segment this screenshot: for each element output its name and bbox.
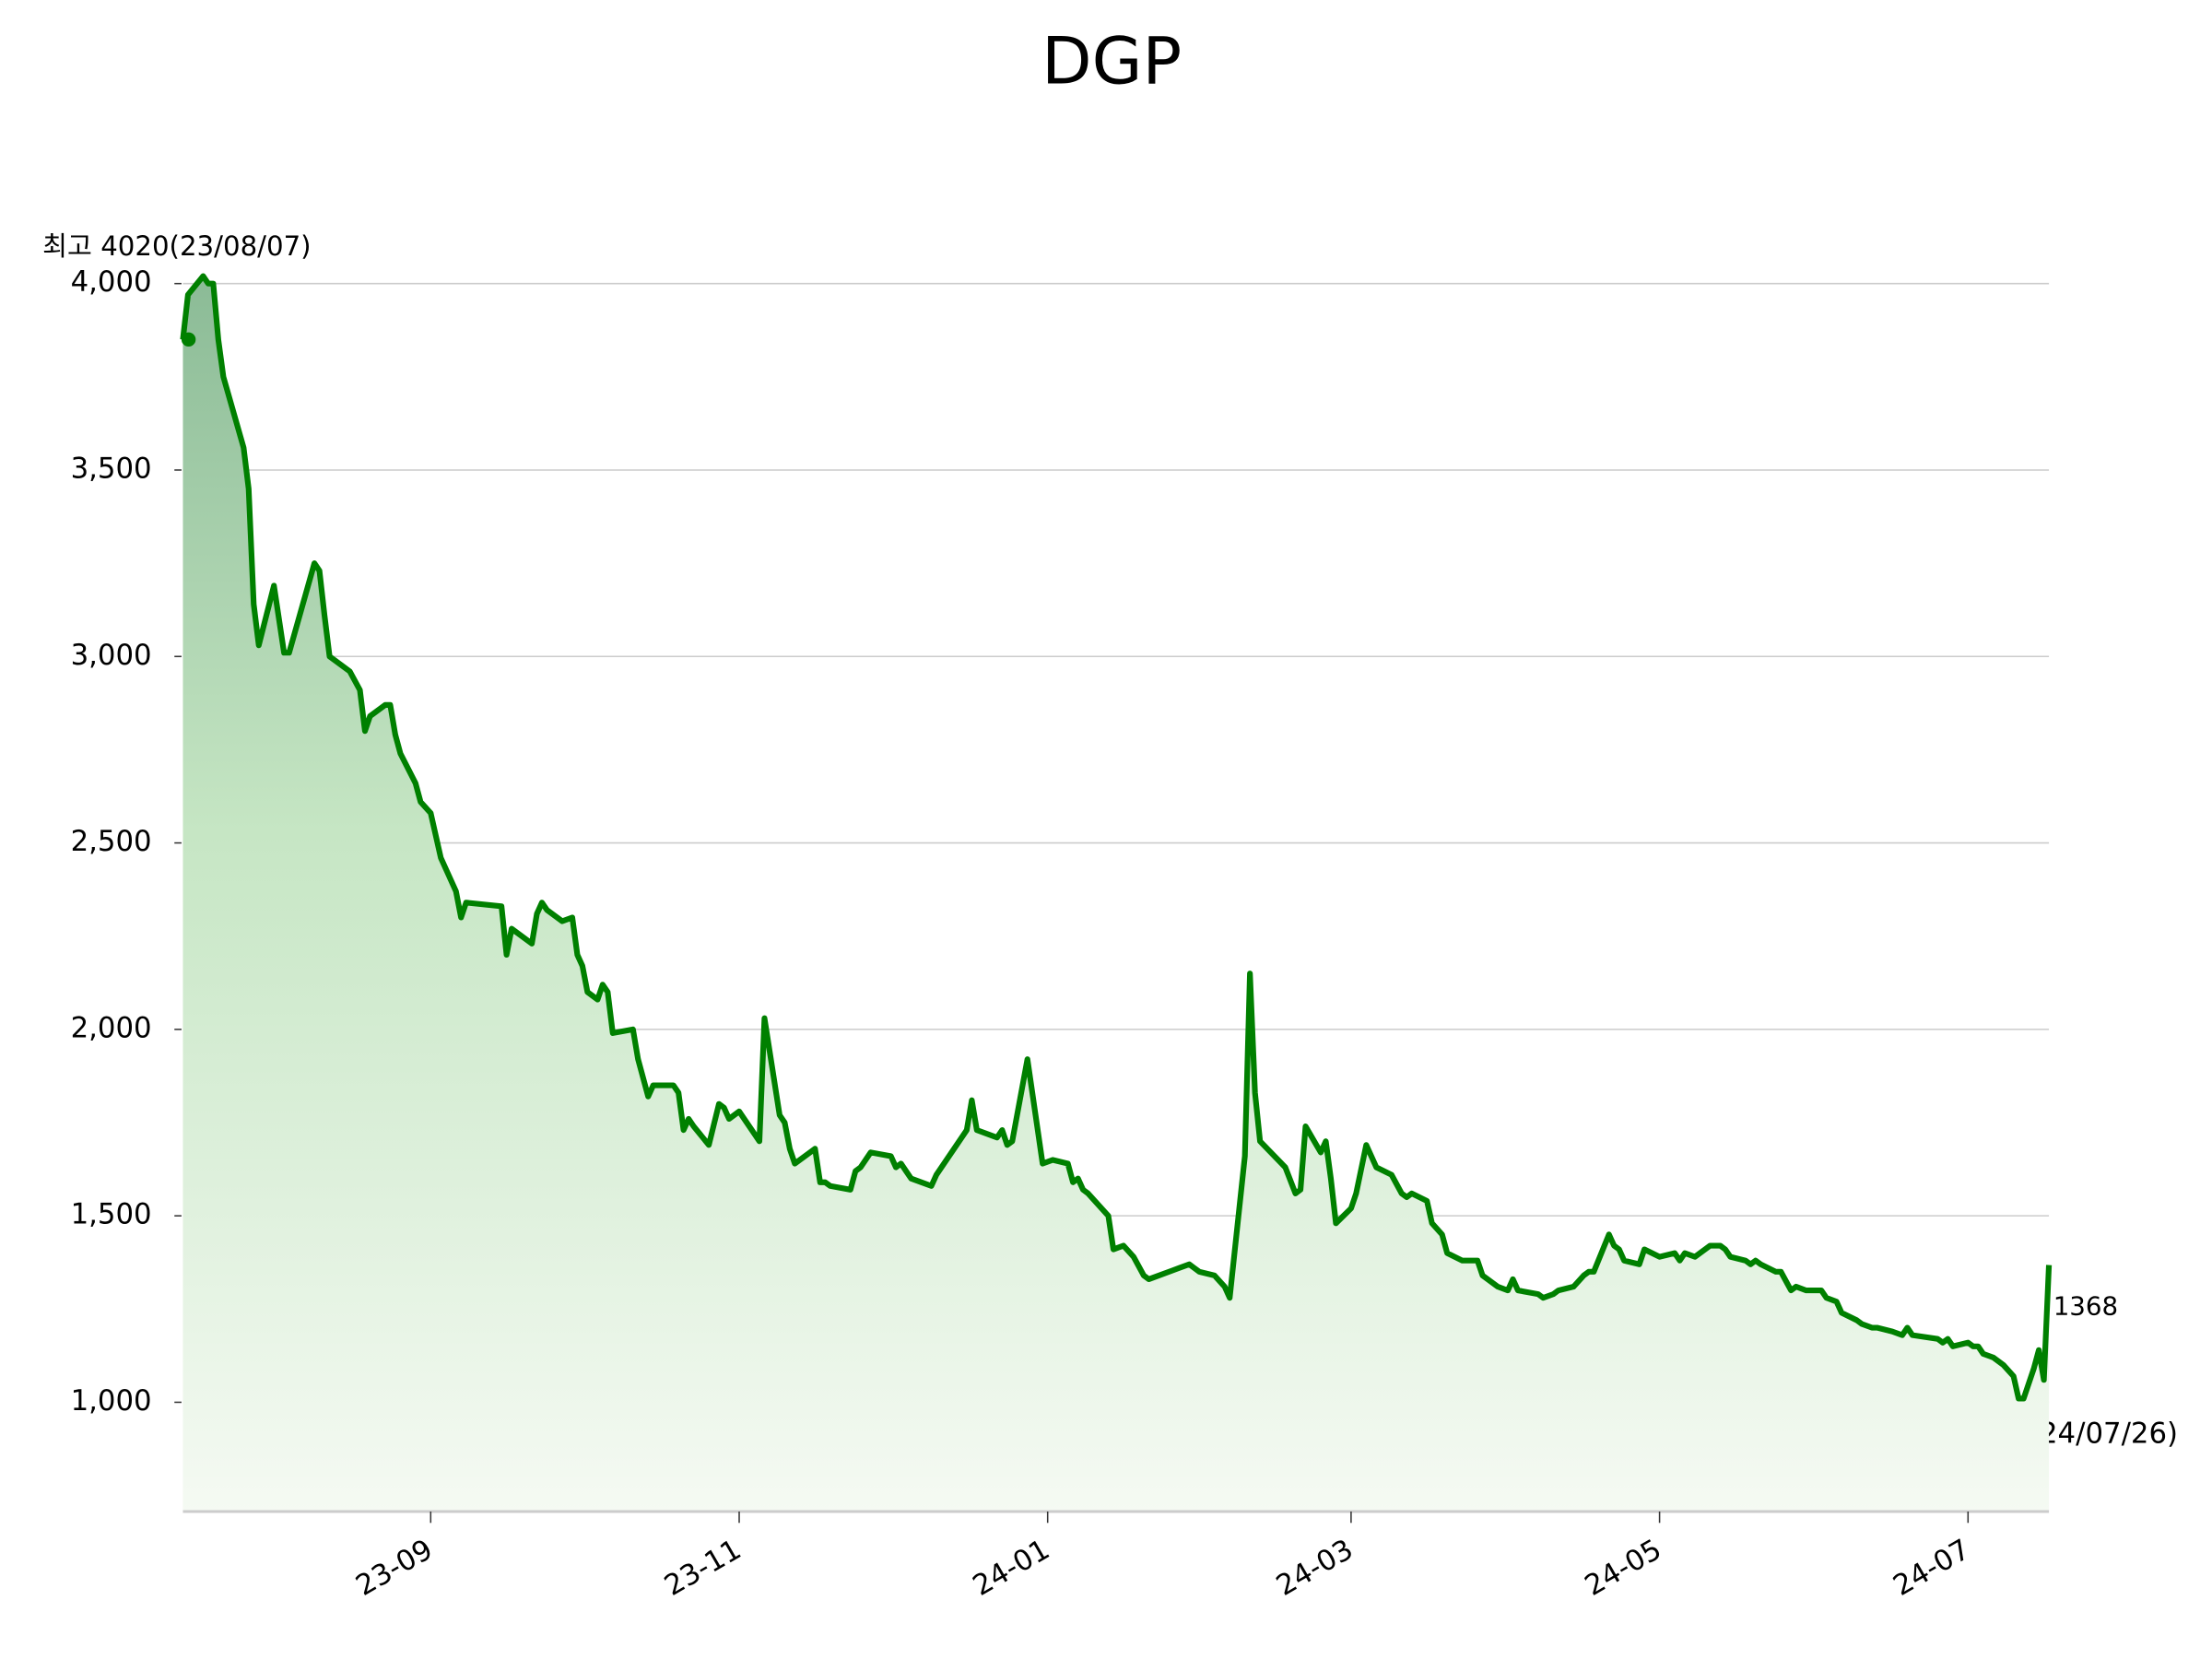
y-tick-label: 1,500: [71, 1198, 152, 1231]
chart-title: DGP: [1041, 22, 1182, 99]
x-tick-label: 24-07: [1888, 1533, 1975, 1603]
area: [182, 276, 2050, 1512]
max-annotation: 최고 4020(23/08/07): [42, 230, 311, 262]
start-marker: [181, 332, 196, 347]
x-tick-label: 23-09: [350, 1533, 438, 1603]
last-value-label: 1368: [2053, 1291, 2118, 1322]
x-tick-label: 23-11: [659, 1533, 747, 1603]
x-tick-label: 24-03: [1271, 1533, 1359, 1603]
y-tick-label: 3,000: [71, 639, 152, 672]
y-tick-label: 3,500: [71, 452, 152, 485]
price-line: [180, 273, 2053, 1402]
y-tick-label: 2,000: [71, 1011, 152, 1044]
x-tick-label: 24-05: [1579, 1533, 1666, 1603]
x-tick-label: 24-01: [968, 1533, 1055, 1603]
y-tick-label: 1,000: [71, 1384, 152, 1418]
y-tick-label: 2,500: [71, 825, 152, 858]
y-tick-label: 4,000: [71, 265, 152, 299]
